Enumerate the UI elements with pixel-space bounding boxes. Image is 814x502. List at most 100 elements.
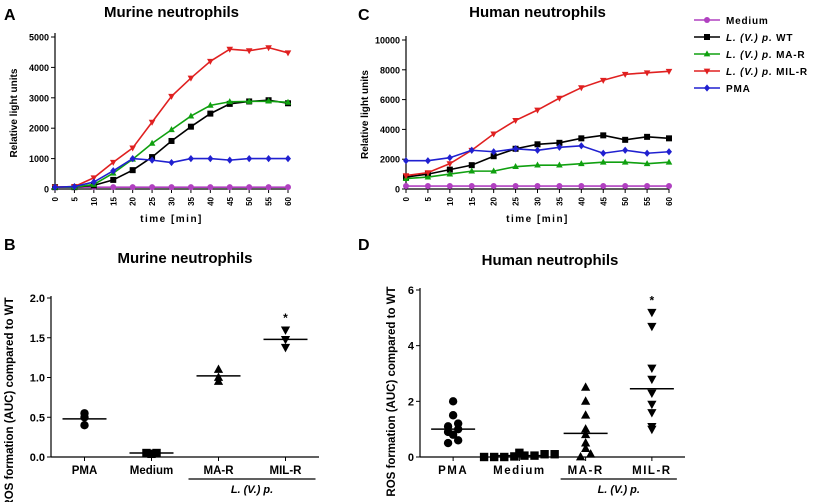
y-tick-label: 2000 — [380, 155, 400, 165]
data-point-milr — [207, 58, 214, 65]
data-point-wt — [644, 133, 651, 140]
x-tick-label: 60 — [284, 196, 293, 205]
data-point-pma — [446, 154, 453, 162]
panel-a-line-chart: Murine neutrophils 0 1000 2000 3000 4000 5000 0… — [9, 4, 293, 225]
data-point-pma — [600, 149, 607, 157]
chart-title: Human neutrophils — [482, 252, 619, 269]
data-point-pma — [578, 142, 585, 150]
data-point — [280, 343, 291, 353]
data-point — [80, 421, 89, 430]
legend-label-prefix: L. (V.) p. — [726, 50, 773, 61]
series-line-mar — [55, 100, 289, 188]
data-point-pma — [168, 158, 175, 167]
data-point-wt — [129, 167, 136, 174]
significance-marker: * — [283, 311, 288, 325]
data-point — [581, 410, 591, 419]
data-point-wt — [578, 135, 585, 142]
x-tick-label: 0 — [402, 196, 411, 201]
data-point — [479, 452, 489, 462]
data-point-pma — [622, 146, 629, 154]
data-point-milr — [187, 75, 195, 82]
chart-title: Human neutrophils — [469, 4, 606, 21]
data-point — [80, 409, 89, 418]
data-point — [443, 438, 453, 448]
data-point-medium — [512, 183, 519, 190]
data-point-milr — [578, 85, 585, 92]
data-point-mar — [148, 139, 156, 146]
y-axis-label: ROS formation (AUC) compared to WT — [386, 286, 398, 496]
data-point-milr — [90, 175, 98, 182]
data-point-milr — [129, 145, 136, 152]
y-tick-label: 6000 — [380, 95, 400, 105]
data-point-pma — [556, 143, 563, 151]
data-point — [540, 450, 549, 459]
data-point-medium — [534, 183, 541, 190]
data-point — [550, 450, 559, 459]
data-point-wt — [556, 139, 563, 146]
y-tick-label: 0 — [395, 185, 400, 195]
y-tick-label: 4000 — [29, 63, 49, 73]
data-point-pma — [285, 155, 291, 163]
x-tick-label: 55 — [265, 196, 274, 205]
data-point-pma — [52, 183, 58, 191]
data-point-medium — [187, 184, 194, 191]
chart-title: Murine neutrophils — [118, 250, 253, 267]
data-point-pma — [110, 167, 117, 175]
y-tick-label: 1000 — [29, 154, 49, 164]
data-point-wt — [468, 162, 475, 169]
data-point-milr — [621, 71, 629, 78]
legend-label-medium: Medium — [726, 16, 769, 27]
data-point-milr — [556, 95, 563, 102]
data-point-milr — [665, 68, 673, 75]
data-point-pma — [207, 155, 214, 163]
data-point — [453, 419, 463, 428]
data-point — [647, 322, 657, 332]
data-point-medium — [110, 184, 117, 191]
data-point-pma — [468, 146, 475, 154]
y-axis-label: Relative light units — [9, 68, 20, 157]
data-point-pma — [644, 149, 651, 157]
y-axis-label: Relative light units — [360, 70, 371, 159]
legend-label-prefix: Medium — [726, 16, 769, 27]
data-point-pma — [149, 156, 156, 164]
data-point-mar — [643, 160, 651, 167]
data-point-medium — [246, 184, 253, 191]
data-point-mar — [534, 161, 541, 168]
data-point-medium — [490, 183, 497, 190]
data-point-milr — [599, 77, 607, 84]
data-point — [647, 400, 657, 410]
legend-marker-pma — [704, 84, 710, 92]
legend-label-suffix: WT — [773, 33, 794, 44]
significance-marker: * — [650, 293, 655, 307]
data-point — [213, 364, 224, 373]
data-point-wt — [168, 137, 175, 144]
group-label: L. (V.) p. — [598, 484, 640, 496]
x-tick-label: 5 — [424, 196, 433, 201]
x-category-label: Medium — [493, 465, 545, 477]
data-point-mar — [168, 126, 175, 133]
series-line-milr — [54, 46, 289, 188]
data-point-mar — [424, 173, 432, 180]
data-point-pma — [265, 155, 272, 163]
data-point-medium — [644, 183, 651, 190]
data-point-mar — [468, 167, 476, 174]
x-tick-label: 20 — [490, 196, 499, 205]
data-point-milr — [446, 161, 454, 168]
data-point-mar — [556, 161, 563, 168]
data-point-milr — [245, 48, 253, 55]
x-tick-label: 10 — [446, 196, 455, 205]
y-tick-label: 2000 — [29, 124, 49, 134]
data-point — [489, 452, 499, 462]
data-point — [647, 389, 657, 399]
x-tick-label: 40 — [577, 196, 586, 205]
y-tick-label: 6 — [408, 285, 414, 297]
data-point-wt — [534, 141, 541, 148]
chart-title: Murine neutrophils — [104, 4, 239, 21]
panel-letter-d: D — [358, 237, 370, 254]
legend-label-prefix: L. (V.) p. — [726, 33, 773, 44]
y-axis-label: ROS formation (AUC) compared to WT — [4, 297, 16, 502]
y-tick-label: 0 — [44, 185, 49, 195]
data-point-milr — [534, 107, 541, 114]
x-tick-label: 0 — [51, 196, 60, 201]
legend-marker-mar — [703, 50, 711, 57]
